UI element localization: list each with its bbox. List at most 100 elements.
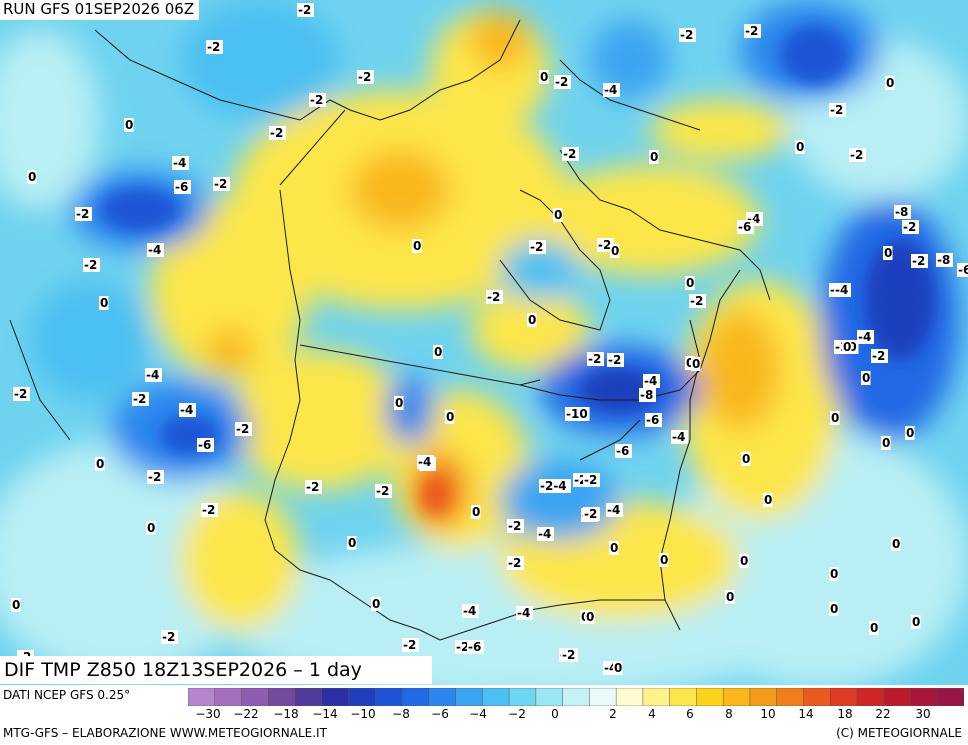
contour-value-label: -2 (829, 103, 846, 117)
scale-swatch (268, 688, 296, 706)
svg-text:-6: -6 (616, 444, 629, 458)
contour-value-label: -2 (744, 24, 761, 38)
scale-swatch (856, 688, 885, 706)
scale-swatch (241, 688, 270, 706)
contour-value-label: 0 (99, 296, 109, 310)
contour-value-label: -8 (894, 205, 911, 219)
data-source-label: DATI NCEP GFS 0.25° (3, 688, 131, 702)
scale-tick-label: 10 (760, 707, 776, 721)
scale-swatch (749, 688, 778, 706)
svg-text:-8: -8 (895, 205, 908, 219)
svg-text:-8: -8 (640, 388, 653, 402)
scale-tick-label: −8 (392, 707, 410, 721)
contour-value-label: 0 (527, 313, 537, 327)
contour-value-label: 0 (11, 598, 21, 612)
svg-text:0: 0 (686, 276, 694, 290)
svg-text:0: 0 (886, 76, 894, 90)
contour-value-label: -4 (537, 527, 554, 541)
contour-value-label: -6 (957, 263, 968, 277)
svg-text:-2-4: -2-4 (540, 479, 567, 493)
svg-text:-6: -6 (646, 413, 659, 427)
svg-text:-2: -2 (310, 93, 323, 107)
contour-value-label: 0 (885, 76, 895, 90)
svg-text:-2: -2 (508, 556, 521, 570)
svg-text:0: 0 (446, 410, 454, 424)
contour-value-label: 0 (610, 244, 620, 258)
svg-text:0: 0 (650, 150, 658, 164)
svg-text:0: 0 (831, 411, 839, 425)
svg-text:-8: -8 (937, 253, 950, 267)
contour-value-label: -2 (375, 484, 392, 498)
contour-value-label: -2 (132, 392, 149, 406)
contour-value-label: -4 (147, 243, 164, 257)
contour-value-label: -2 (357, 70, 374, 84)
contour-value-label: -2 (583, 473, 600, 487)
svg-text:0: 0 (472, 505, 480, 519)
svg-text:-6: -6 (468, 640, 481, 654)
contour-value-label: -2 (583, 507, 600, 521)
contour-value-label: 0 (763, 493, 773, 507)
svg-text:-2: -2 (912, 254, 925, 268)
contour-value-label: -2 (269, 126, 286, 140)
contour-value-label: -4 (462, 604, 479, 618)
credit-left: MTG-GFS – ELABORAZIONE WWW.METEOGIORNALE… (3, 726, 327, 740)
svg-text:0: 0 (413, 239, 421, 253)
svg-text:0: 0 (528, 313, 536, 327)
contour-value-label: 0 (905, 426, 915, 440)
contour-value-label: -2 (161, 630, 178, 644)
contour-value-label: -2-4 (539, 479, 571, 493)
svg-text:-2: -2 (584, 507, 597, 521)
contour-value-label: 0 (95, 457, 105, 471)
contour-value-label: -2 (911, 254, 928, 268)
contour-value-label: -2 (562, 147, 579, 161)
contour-value-label: -4 (417, 455, 434, 469)
svg-text:-2: -2 (202, 503, 215, 517)
svg-text:-4: -4 (180, 403, 193, 417)
contour-value-label: -2 (561, 648, 578, 662)
svg-text:-2: -2 (563, 147, 576, 161)
contour-value-label: -2 (554, 75, 571, 89)
contour-value-label: -2 (75, 207, 92, 221)
contour-value-label: 0 (124, 118, 134, 132)
svg-text:0: 0 (843, 340, 851, 354)
contour-value-label: -10 (565, 407, 590, 421)
contour-value-label: 0 (795, 140, 805, 154)
contour-value-label: -2 (607, 353, 624, 367)
contour-value-label: -6 (737, 220, 754, 234)
contour-value-label: -2 (507, 556, 524, 570)
contour-value-label: 0 (609, 541, 619, 555)
scale-swatch (508, 688, 537, 706)
contour-value-label: 0 (371, 597, 381, 611)
svg-text:0: 0 (912, 615, 920, 629)
svg-text:-2: -2 (830, 103, 843, 117)
contour-value-label: 0 (394, 396, 404, 410)
svg-text:-4: -4 (835, 283, 848, 297)
contour-value-label: -4 (857, 330, 874, 344)
contour-value-label: 0 (829, 567, 839, 581)
svg-text:-2: -2 (376, 484, 389, 498)
svg-text:-4: -4 (148, 243, 161, 257)
svg-text:0: 0 (870, 621, 878, 635)
contour-value-label: 0 (613, 661, 623, 675)
svg-text:-2: -2 (162, 630, 175, 644)
temperature-anomaly-map: -2-2-2-2-2-4-6-2-4-2000-2-4-2-4-6-2-20-2… (0, 0, 968, 685)
scale-swatch (535, 688, 564, 706)
contour-value-label: -2 (83, 258, 100, 272)
contour-value-label: 0 (433, 345, 443, 359)
contour-value-label: -6 (615, 444, 632, 458)
scale-tick-label: 18 (837, 707, 853, 721)
svg-text:0: 0 (660, 553, 668, 567)
scale-swatch (482, 688, 510, 706)
svg-text:-4: -4 (463, 604, 476, 618)
contour-value-label: 0 (553, 208, 563, 222)
svg-text:0: 0 (796, 140, 804, 154)
scale-swatch (776, 688, 805, 706)
contour-value-label: -2 (529, 240, 546, 254)
scale-swatch (375, 688, 403, 706)
svg-text:0: 0 (554, 208, 562, 222)
svg-text:-2: -2 (403, 638, 416, 652)
contour-value-label: 0 (869, 621, 879, 635)
svg-text:0: 0 (830, 602, 838, 616)
scale-swatch (214, 688, 243, 706)
svg-text:-2: -2 (608, 353, 621, 367)
